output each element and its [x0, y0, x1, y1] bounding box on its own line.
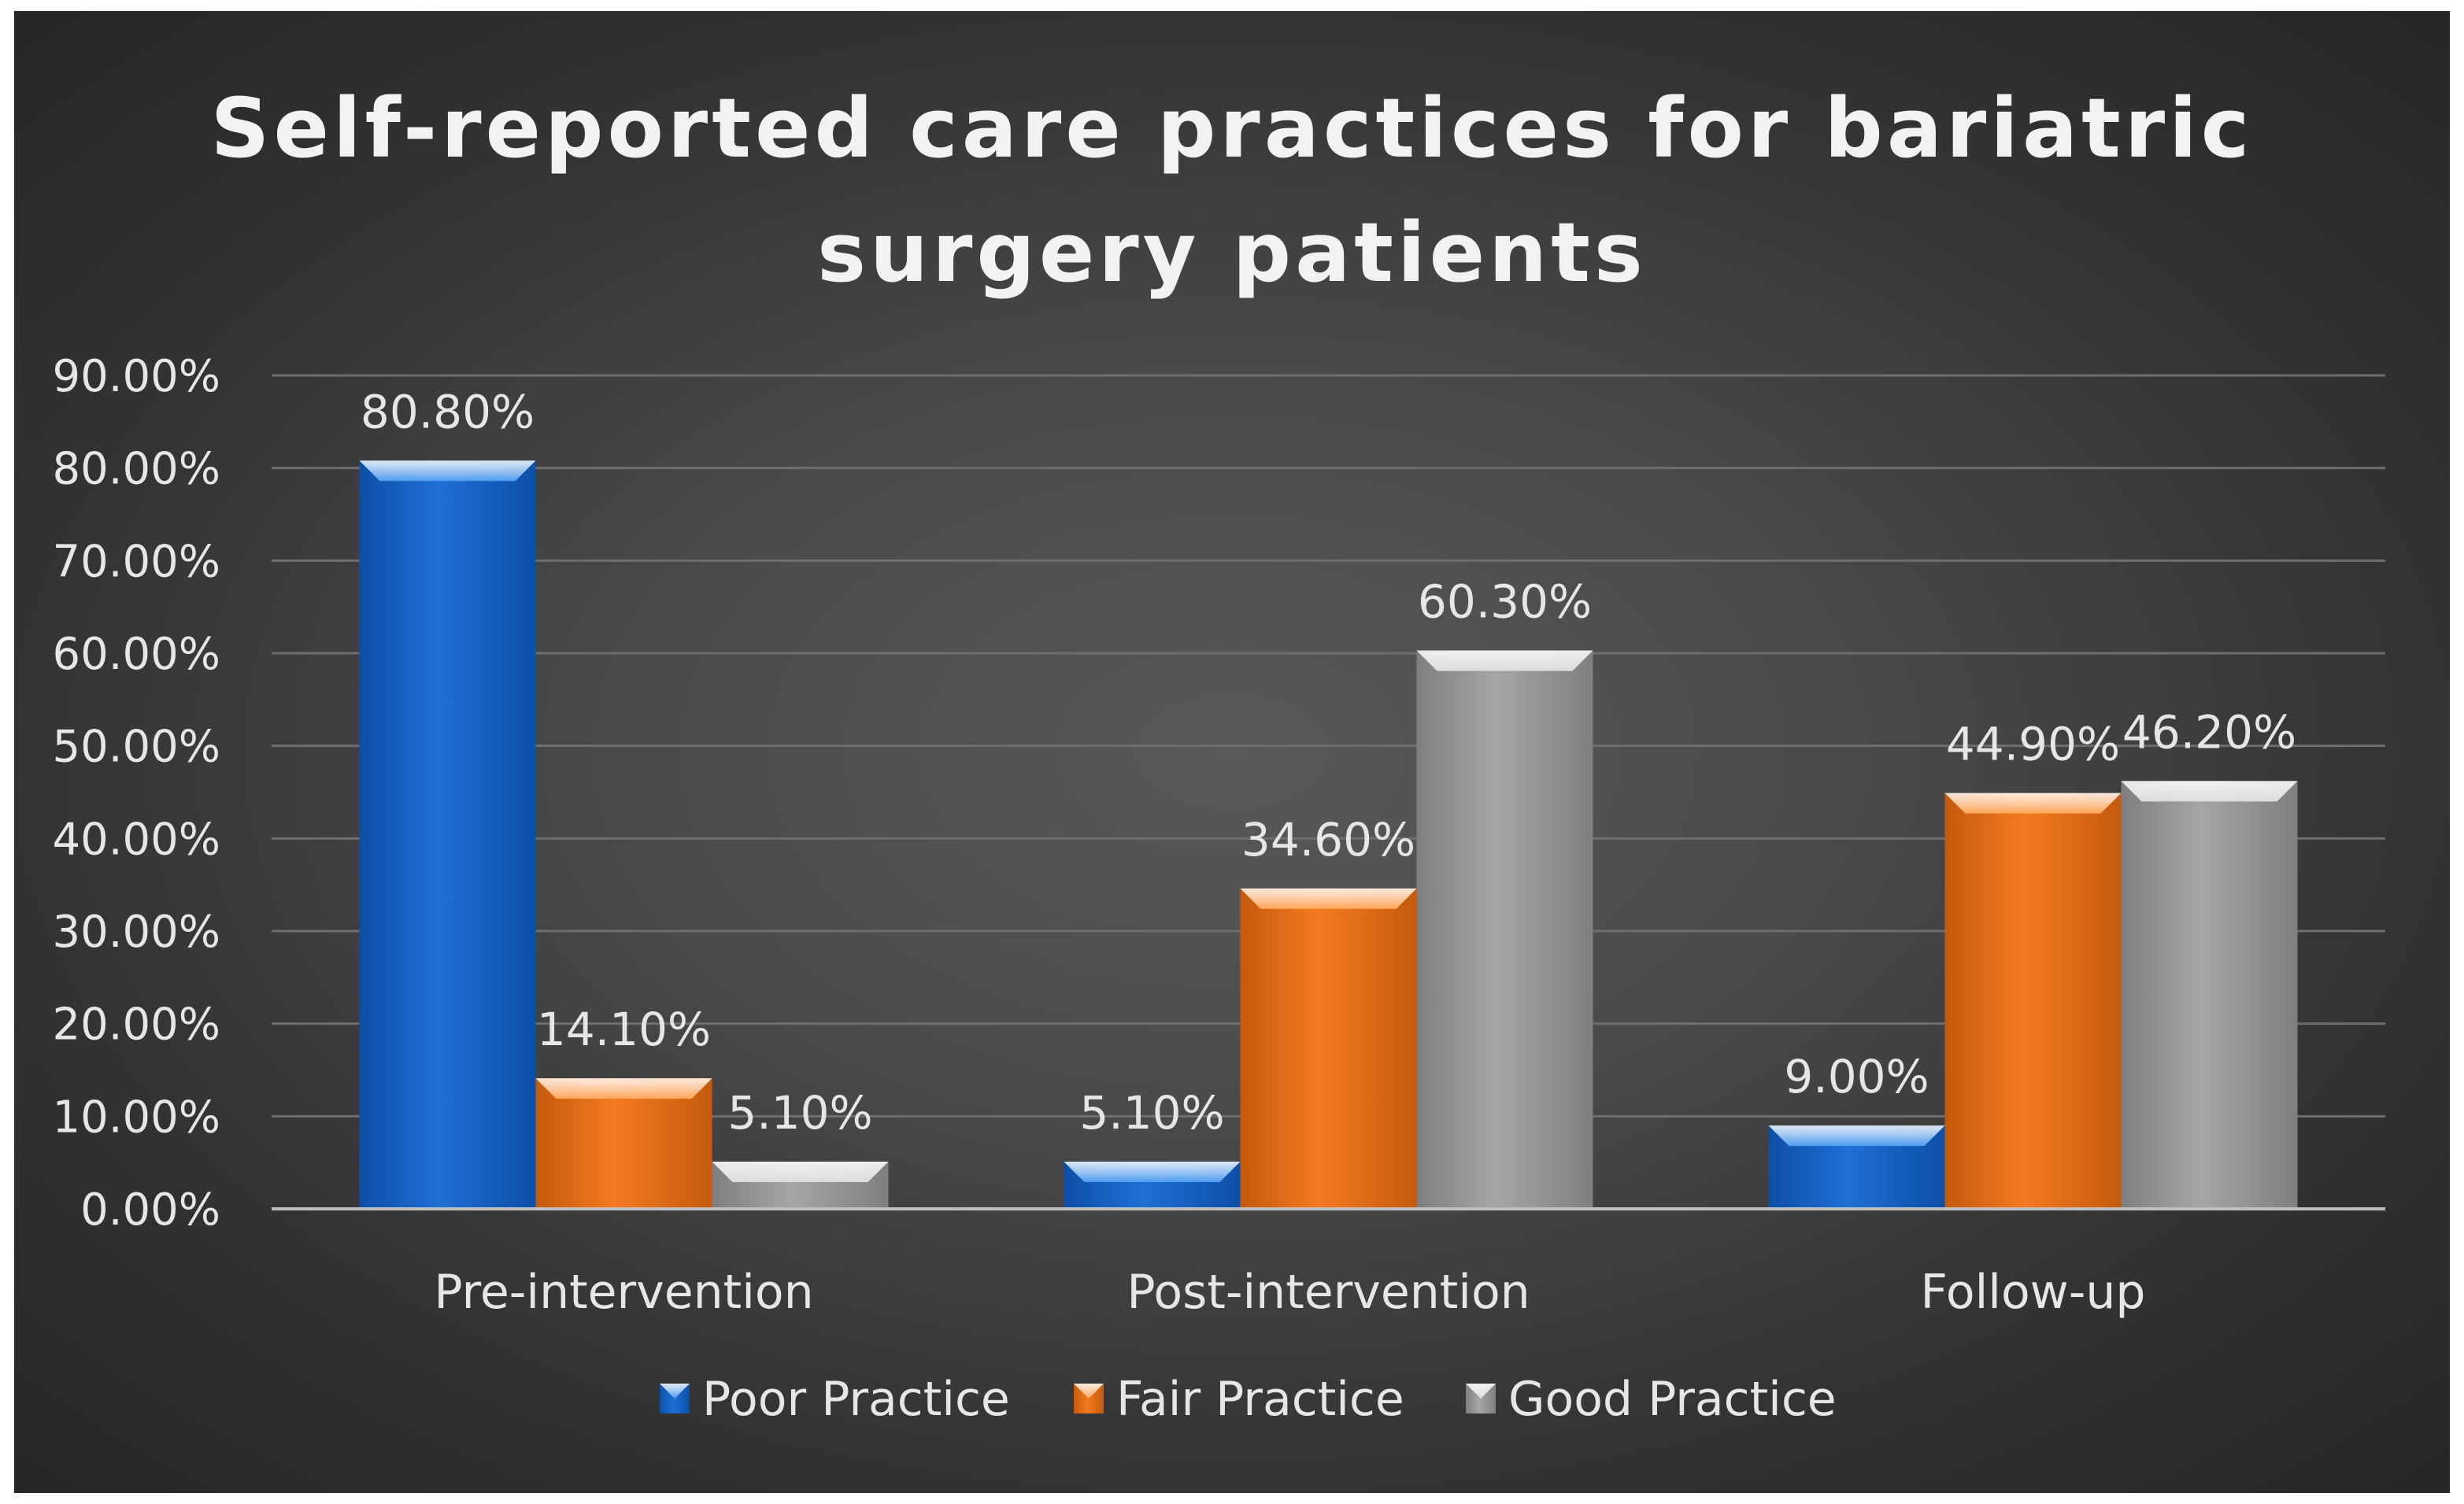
- bar-fair-practice-1: [1240, 888, 1417, 1209]
- chart-title-line-1: Self-reported care practices for bariatr…: [211, 80, 2254, 176]
- y-tick-label: 80.00%: [52, 444, 220, 495]
- bar-poor-practice-1: [1064, 1161, 1241, 1209]
- y-tick-label: 10.00%: [52, 1092, 220, 1143]
- y-axis-ticks: 0.00% 10.00% 20.00% 30.00% 40.00% 50.00% 60.00…: [52, 351, 220, 1236]
- legend-swatch-bevel: [1074, 1384, 1104, 1399]
- bar-bevel: [359, 460, 536, 482]
- data-labels: 80.80% 14.10% 5.10% 5.10% 34.60% 60.30% 9.00% 4…: [361, 385, 2296, 1140]
- bar-bevel: [535, 1078, 712, 1099]
- bar-body: [1944, 793, 2122, 1209]
- legend-label: Good Practice: [1508, 1372, 1837, 1427]
- bar-bevel: [1064, 1161, 1241, 1182]
- bar-good-practice-2: [2121, 781, 2298, 1209]
- category-labels: Pre-intervention Post-intervention Follow-…: [434, 1265, 2145, 1320]
- bar-fair-practice-0: [535, 1078, 712, 1209]
- bar-body: [1240, 888, 1417, 1209]
- bar-chart: Self-reported care practices for bariatr…: [52, 80, 2385, 1427]
- category-label: Post-intervention: [1127, 1265, 1530, 1320]
- bar-poor-practice-0: [359, 460, 536, 1209]
- bars: [359, 460, 2298, 1209]
- data-label: 14.10%: [537, 1003, 711, 1056]
- bar-fair-practice-2: [1944, 793, 2122, 1209]
- category-label: Pre-intervention: [434, 1265, 813, 1320]
- legend-swatch-bevel: [660, 1384, 690, 1399]
- data-label: 34.60%: [1241, 813, 1415, 867]
- chart-frame: Self-reported care practices for bariatr…: [14, 11, 2450, 1493]
- legend-item-poor-practice: Poor Practice: [660, 1372, 1010, 1427]
- y-tick-label: 40.00%: [52, 814, 220, 865]
- legend-swatch-bevel: [1466, 1384, 1496, 1399]
- data-label: 60.30%: [1418, 575, 1592, 628]
- bar-bevel: [1240, 888, 1417, 909]
- y-tick-label: 90.00%: [52, 351, 220, 402]
- bar-good-practice-0: [712, 1161, 889, 1209]
- data-label: 5.10%: [727, 1086, 872, 1140]
- legend-item-fair-practice: Fair Practice: [1074, 1372, 1404, 1427]
- y-tick-label: 70.00%: [52, 536, 220, 587]
- chart-title-line-2: surgery patients: [817, 205, 1647, 301]
- y-tick-label: 60.00%: [52, 629, 220, 680]
- category-label: Follow-up: [1921, 1265, 2146, 1320]
- bar-body: [1416, 650, 1593, 1209]
- legend-label: Fair Practice: [1116, 1372, 1404, 1427]
- bar-poor-practice-2: [1768, 1125, 1945, 1209]
- gridlines: [272, 374, 2385, 1118]
- legend-item-good-practice: Good Practice: [1466, 1372, 1837, 1427]
- bar-bevel: [1768, 1125, 1945, 1147]
- data-label: 80.80%: [361, 385, 535, 438]
- data-label: 44.90%: [1946, 718, 2120, 771]
- bar-bevel: [2121, 781, 2298, 802]
- y-tick-label: 0.00%: [80, 1184, 220, 1236]
- bar-bevel: [1416, 650, 1593, 671]
- bar-bevel: [712, 1161, 889, 1182]
- bar-body: [535, 1078, 712, 1209]
- y-tick-label: 20.00%: [52, 1000, 220, 1051]
- y-tick-label: 30.00%: [52, 907, 220, 958]
- y-tick-label: 50.00%: [52, 722, 220, 773]
- legend-label: Poor Practice: [702, 1372, 1010, 1427]
- data-label: 9.00%: [1784, 1050, 1929, 1103]
- legend: Poor Practice Fair Practice Good Practice: [660, 1372, 1837, 1427]
- bar-body: [2121, 781, 2298, 1209]
- bar-bevel: [1944, 793, 2122, 814]
- data-label: 5.10%: [1079, 1086, 1224, 1140]
- data-label: 46.20%: [2122, 705, 2296, 759]
- bar-body: [359, 460, 536, 1209]
- bar-good-practice-1: [1416, 650, 1593, 1209]
